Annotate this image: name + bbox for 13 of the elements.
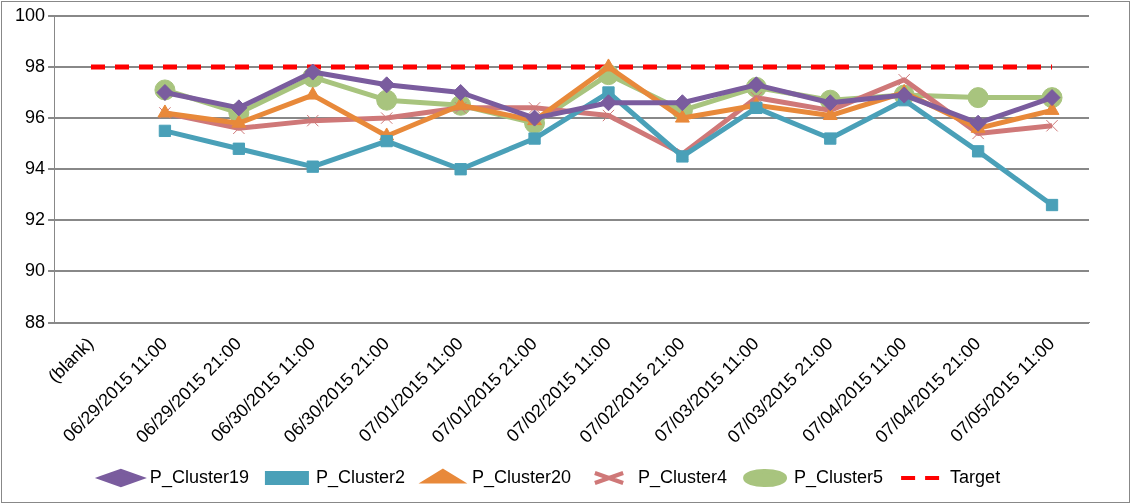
y-tick-label: 88 xyxy=(25,311,46,332)
y-tick-label: 92 xyxy=(25,209,46,230)
legend-label: P_Cluster20 xyxy=(471,466,572,488)
y-tick-label: 90 xyxy=(25,260,46,281)
y-tick-label: 98 xyxy=(25,55,46,76)
legend-label: P_Cluster4 xyxy=(638,466,728,488)
y-tick-label: 94 xyxy=(25,158,46,179)
legend-label: P_Cluster5 xyxy=(794,466,884,488)
legend-label: P_Cluster19 xyxy=(149,466,249,488)
legend-label: Target xyxy=(950,466,1001,487)
y-tick-label: 96 xyxy=(25,107,46,128)
legend-label: P_Cluster2 xyxy=(315,466,405,488)
y-tick-label: 100 xyxy=(14,4,46,25)
